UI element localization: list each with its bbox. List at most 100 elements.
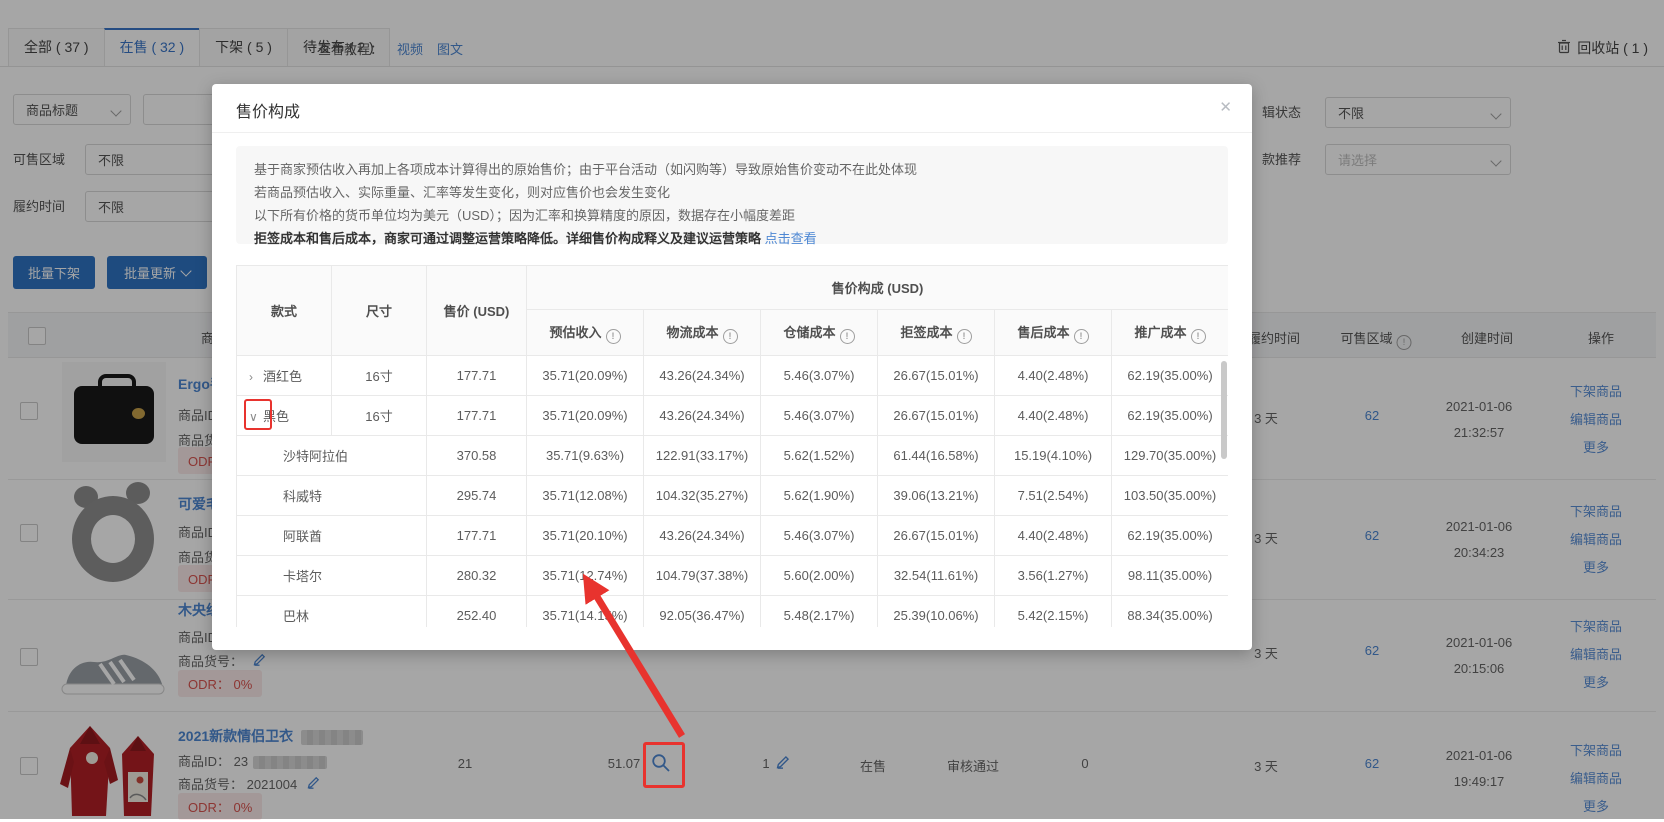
table-row: 沙特阿拉伯 370.58 35.71(9.63%) 122.91(33.17%) … [236, 435, 1228, 476]
col-size: 尺寸 [331, 265, 427, 356]
fulfil-cell: 3 天 [1254, 759, 1278, 774]
tutorial-label: 查看教程： [318, 42, 384, 57]
created-cell: 2021-01-06 21:32:57 [1445, 399, 1513, 440]
created-cell: 2021-01-06 20:15:06 [1445, 635, 1513, 676]
tutorial-video-link[interactable]: 视频 [397, 42, 424, 57]
offshelf-action[interactable]: 下架商品 [1569, 504, 1623, 519]
col-logistics-cost: 物流成本! [643, 309, 761, 356]
region-count-link[interactable]: 62 [1364, 408, 1380, 423]
tab-offshelf[interactable]: 下架 ( 5 ) [199, 28, 287, 66]
table-row: 阿联酋 177.71 35.71(20.10%) 43.26(24.34%) 5.… [236, 515, 1228, 556]
fulfil-cell: 3 天 [1254, 646, 1278, 661]
region-count-link[interactable]: 62 [1364, 528, 1380, 543]
region-count-link[interactable]: 62 [1364, 643, 1380, 658]
edit-pencil-icon[interactable] [776, 755, 790, 772]
row-checkbox[interactable] [20, 402, 38, 420]
offshelf-action[interactable]: 下架商品 [1569, 619, 1623, 634]
edit-action[interactable]: 编辑商品 [1569, 647, 1623, 662]
view-detail-link[interactable]: 点击查看 [764, 231, 817, 246]
hot-filter-label: 款推荐 [1262, 152, 1302, 167]
created-cell: 2021-01-06 20:34:23 [1445, 519, 1513, 560]
info-icon[interactable]: ! [1190, 328, 1206, 344]
table-row: ∨ 黑色 16寸 177.71 35.71(20.09%) 43.26(24.34%… [236, 395, 1228, 436]
col-style: 款式 [236, 265, 332, 356]
edit-pencil-icon[interactable] [307, 776, 320, 792]
fulfil-filter-label: 履约时间 [13, 199, 66, 214]
edit-status-filter-label: 辑状态 [1262, 105, 1302, 120]
edit-action[interactable]: 编辑商品 [1569, 532, 1623, 547]
price-detail-magnifier-icon[interactable] [651, 753, 671, 776]
edit-action[interactable]: 编辑商品 [1569, 412, 1623, 427]
tab-all[interactable]: 全部 ( 37 ) [8, 28, 104, 66]
row-divider [8, 711, 1656, 712]
tab-onsale[interactable]: 在售 ( 32 ) [103, 28, 200, 66]
select-all-checkbox[interactable] [28, 327, 46, 345]
created-cell: 2021-01-06 19:49:17 [1445, 748, 1513, 789]
offshelf-action[interactable]: 下架商品 [1569, 384, 1623, 399]
table-row: 卡塔尔 280.32 35.71(12.74%) 104.79(37.38%) 5… [236, 555, 1228, 596]
hot-filter-select[interactable]: 请选择 [1325, 144, 1511, 175]
batch-update-button[interactable]: 批量更新 [107, 256, 207, 289]
status-cell: 在售 [859, 759, 887, 774]
divider [212, 132, 1252, 133]
col-aftersale-cost: 售后成本! [994, 309, 1112, 356]
tab-bar: 全部 ( 37 ) 在售 ( 32 ) 下架 ( 5 ) 待发布 ( 2 ) 查… [0, 28, 1664, 67]
product-title-link[interactable]: 2021新款情侣卫衣 [178, 726, 364, 746]
price-table: 款式 尺寸 售价 (USD) 售价构成 (USD) 预估收入! 物流成本! 仓储… [236, 265, 1228, 627]
col-est-income: 预估收入! [526, 309, 644, 356]
more-action[interactable]: 更多 [1582, 675, 1610, 690]
info-icon[interactable]: ! [1073, 328, 1089, 344]
col-group-composition: 售价构成 (USD) [525, 265, 1228, 310]
more-action[interactable]: 更多 [1582, 560, 1610, 575]
info-icon[interactable]: ! [1396, 335, 1412, 350]
batch-offshelf-button[interactable]: 批量下架 [13, 256, 95, 289]
blurred-text [252, 756, 327, 770]
region-count-link[interactable]: 62 [1364, 756, 1380, 771]
tutorial-doc-link[interactable]: 图文 [437, 42, 464, 57]
info-icon[interactable]: ! [839, 328, 855, 344]
col-action: 操作 [1587, 331, 1615, 346]
row-checkbox[interactable] [20, 524, 38, 542]
trash-icon [1557, 39, 1571, 57]
row-checkbox[interactable] [20, 757, 38, 775]
modal-title: 售价构成 [236, 104, 301, 121]
edit-pencil-icon[interactable] [253, 653, 266, 669]
freight-cell: 1 [762, 756, 770, 771]
product-image-sneaker[interactable] [58, 640, 168, 702]
col-price: 售价 (USD) [426, 265, 527, 356]
price-composition-modal: 售价构成 ✕ 基于商家预估收入再加上各项成本计算得出的原始售价；由于平台活动（如… [212, 84, 1252, 650]
audit-cell: 审核通过 [946, 759, 1000, 774]
product-sku-label: 商品货号： [178, 651, 266, 670]
scrollbar-thumb[interactable] [1221, 361, 1227, 459]
info-icon[interactable]: ! [605, 328, 621, 344]
info-icon[interactable]: ! [956, 328, 972, 344]
offshelf-action[interactable]: 下架商品 [1569, 743, 1623, 758]
expand-down-icon[interactable]: ∨ [249, 410, 258, 424]
col-storage-cost: 仓储成本! [760, 309, 878, 356]
blurred-text [301, 729, 364, 745]
product-image-bag[interactable] [62, 362, 166, 462]
product-image-plush[interactable] [66, 482, 166, 594]
col-region: 可售区域! [1340, 328, 1412, 350]
notice-line: 若商品预估收入、实际重量、汇率等发生变化，则对应售价也会发生变化 [254, 185, 671, 200]
col-fulfil-time: 履约时间 [1247, 331, 1301, 346]
recycle-bin-link[interactable]: 回收站 ( 1 ) [1557, 38, 1648, 58]
table-row: 科威特 295.74 35.71(12.08%) 104.32(35.27%) 5… [236, 475, 1228, 516]
notice-line: 基于商家预估收入再加上各项成本计算得出的原始售价；由于平台活动（如闪购等）导致原… [254, 162, 918, 177]
more-action[interactable]: 更多 [1582, 440, 1610, 455]
product-image-hoodie[interactable] [56, 714, 174, 819]
fulfil-cell: 3 天 [1254, 411, 1278, 426]
notice-line: 以下所有价格的货币单位均为美元（USD）；因为汇率和换算精度的原因，数据存在小幅… [254, 208, 795, 223]
sales-cell: 0 [1081, 756, 1089, 771]
edit-status-filter-select[interactable]: 不限 [1325, 97, 1511, 128]
more-action[interactable]: 更多 [1582, 799, 1610, 814]
info-icon[interactable]: ! [722, 328, 738, 344]
close-icon[interactable]: ✕ [1219, 99, 1232, 116]
row-checkbox[interactable] [20, 648, 38, 666]
notice-line-bold: 拒签成本和售后成本，商家可通过调整运营策略降低。详细售价构成释义及建议运营策略 … [254, 231, 817, 246]
tab-pending[interactable]: 待发布 ( 2 ) [286, 28, 390, 66]
edit-action[interactable]: 编辑商品 [1569, 771, 1623, 786]
col-rejection-cost: 拒签成本! [877, 309, 995, 356]
expand-right-icon[interactable]: › [249, 370, 253, 384]
title-field-select[interactable]: 商品标题 [13, 94, 131, 125]
